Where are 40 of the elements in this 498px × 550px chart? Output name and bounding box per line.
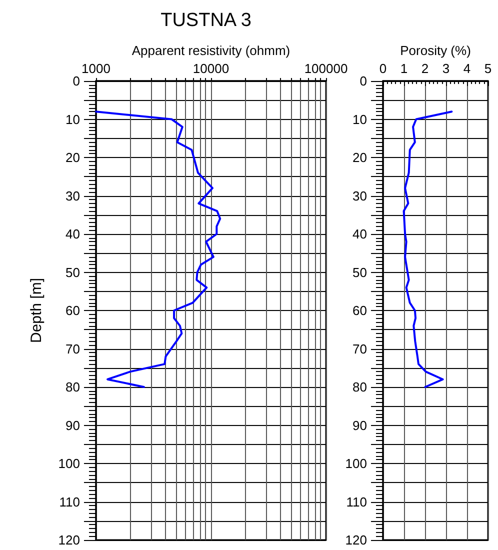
y-tick-label: 110 [59,494,80,510]
y-tick-label: 60 [66,303,80,318]
y-tick-label: 110 [346,494,367,510]
x-tick-label: 1000 [82,61,110,76]
y-tick-label: 90 [352,418,367,433]
chart-title: TUSTNA 3 [160,10,252,31]
x-tick-label: 5 [484,61,492,76]
y-tick-label: 40 [66,226,80,242]
y-tick-label: 100 [58,456,80,471]
y-tick-label: 60 [352,303,367,318]
y-axis-title: Depth [m] [28,278,45,344]
y-tick-label: 0 [72,74,80,88]
y-tick-label: 40 [352,226,367,242]
x-tick-label: 100000 [304,61,348,76]
y-tick-label: 50 [66,264,80,280]
y-tick-label: 70 [66,341,80,356]
x-tick-label: 3 [442,61,450,76]
line-series [402,110,453,388]
x-tick-label: 0 [379,61,387,76]
y-tick-label: 50 [352,264,367,280]
y-tick-label: 10 [352,112,367,127]
x-axis-title: Porosity (%) [400,43,471,58]
x-tick-label: 2 [421,61,429,76]
x-tick-label: 4 [463,61,471,76]
y-tick-label: 0 [360,74,367,88]
y-tick-label: 80 [352,380,367,394]
y-tick-label: 80 [66,380,80,394]
x-tick-label: 1 [400,61,408,76]
y-tick-label: 100 [345,456,367,471]
y-tick-label: 30 [66,188,80,204]
y-tick-label: 70 [352,341,367,356]
y-tick-label: 30 [352,188,367,204]
y-tick-label: 10 [66,112,80,127]
x-tick-label: 10000 [192,61,230,76]
y-tick-label: 120 [58,532,80,548]
y-tick-label: 20 [66,150,80,165]
x-axis-title: Apparent resistivity (ohmm) [132,43,290,58]
y-tick-label: 120 [345,532,367,548]
y-tick-label: 90 [66,418,80,433]
y-tick-label: 20 [352,150,367,165]
